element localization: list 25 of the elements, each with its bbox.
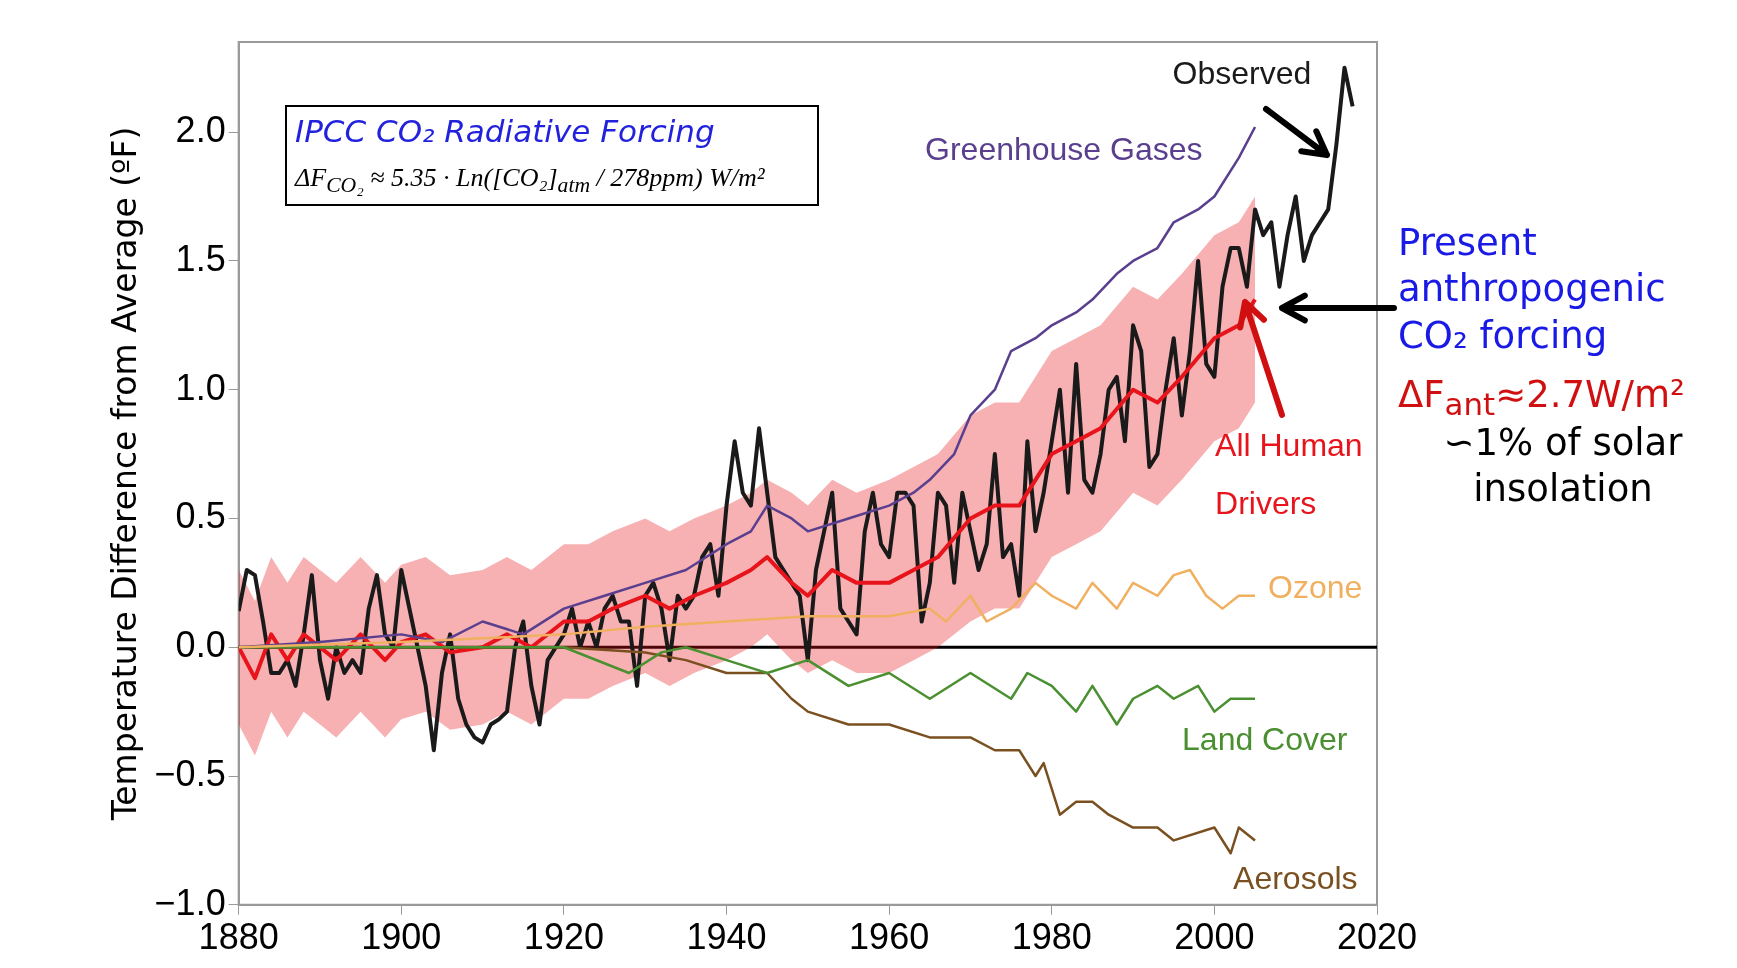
series-label: Ozone — [1268, 568, 1363, 605]
y-tick-label: 1.0 — [175, 366, 226, 408]
x-tick-label: 1900 — [361, 916, 442, 958]
y-tick-label: 0.5 — [175, 495, 226, 537]
series-label: All Human Drivers — [1215, 427, 1363, 522]
y-tick-label: −0.5 — [154, 752, 226, 794]
x-tick-label: 2000 — [1174, 916, 1255, 958]
text: ∽1% of solar insolation — [1442, 420, 1684, 513]
y-tick-label: 0.0 — [175, 624, 226, 666]
series-label: Aerosols — [1233, 860, 1358, 897]
annotation: IPCC CO₂ Radiative Forcing — [295, 113, 716, 149]
series-label: Observed — [1172, 55, 1312, 92]
x-tick-label: 1960 — [849, 916, 930, 958]
text: Present anthropogenic CO₂ forcing — [1398, 220, 1667, 359]
x-tick-label: 1920 — [523, 916, 604, 958]
y-tick-label: 2.0 — [175, 109, 226, 151]
annotation: ΔF$_{CO₂}$ ≈ 5.35 · Ln([CO₂]$_{atm}$ / 278ppm) W/m² — [295, 163, 766, 199]
x-tick-label: 2020 — [1336, 916, 1418, 958]
series-label: Greenhouse Gases — [925, 130, 1203, 167]
text: ΔF$_{ant}$≈2.7W/m² — [1398, 373, 1685, 423]
series-label: Land Cover — [1182, 720, 1348, 757]
x-tick-label: 1980 — [1011, 916, 1092, 958]
y-axis-title: Temperature Difference from Average (ºF) — [105, 126, 145, 822]
x-tick-label: 1940 — [686, 916, 767, 958]
y-tick-label: 1.5 — [175, 237, 226, 279]
